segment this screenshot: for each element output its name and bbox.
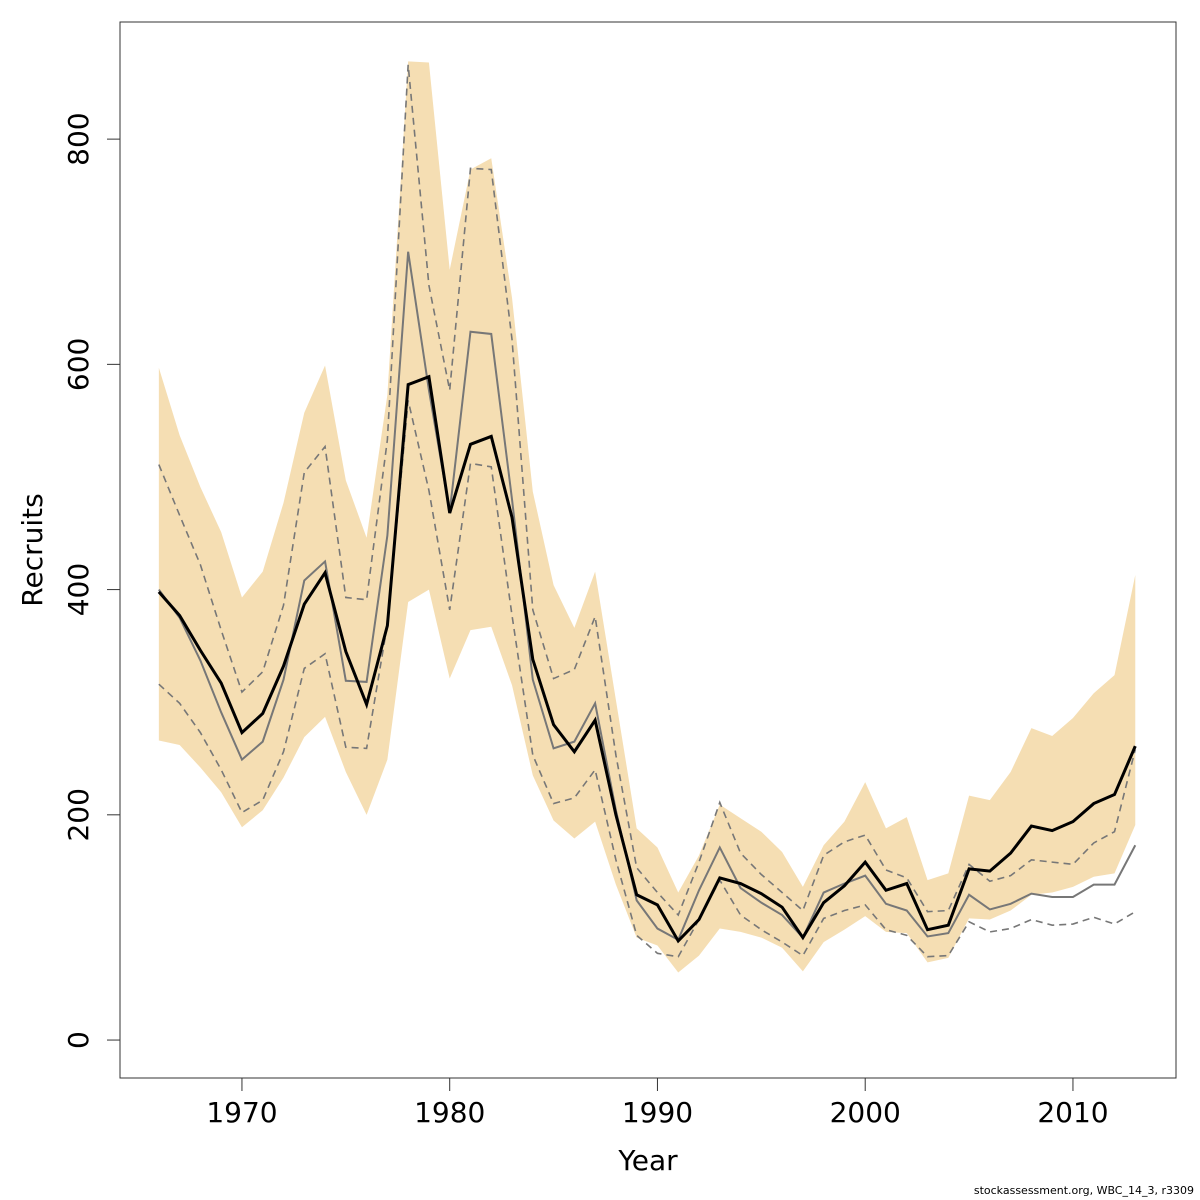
x-tick-label: 2000 — [830, 1096, 901, 1129]
series-line — [157, 374, 1137, 944]
series-line — [158, 251, 1137, 942]
footnote: stockassessment.org, WBC_14_3, r3309 — [974, 1184, 1194, 1197]
confidence-band — [158, 61, 1136, 973]
x-tick-label: 1970 — [206, 1096, 277, 1129]
series-line — [158, 64, 1137, 917]
y-tick-label: 200 — [62, 788, 95, 841]
y-tick-label: 800 — [62, 112, 95, 165]
y-axis-label: Recruits — [16, 493, 49, 606]
x-tick-label: 2010 — [1037, 1096, 1108, 1129]
series-line — [158, 400, 1136, 958]
x-tick-label: 1990 — [622, 1096, 693, 1129]
y-tick-label: 400 — [62, 563, 95, 616]
y-tick-label: 600 — [62, 338, 95, 391]
y-tick-label: 0 — [62, 1031, 95, 1049]
x-tick-label: 1980 — [414, 1096, 485, 1129]
x-axis-label: Year — [617, 1144, 678, 1177]
